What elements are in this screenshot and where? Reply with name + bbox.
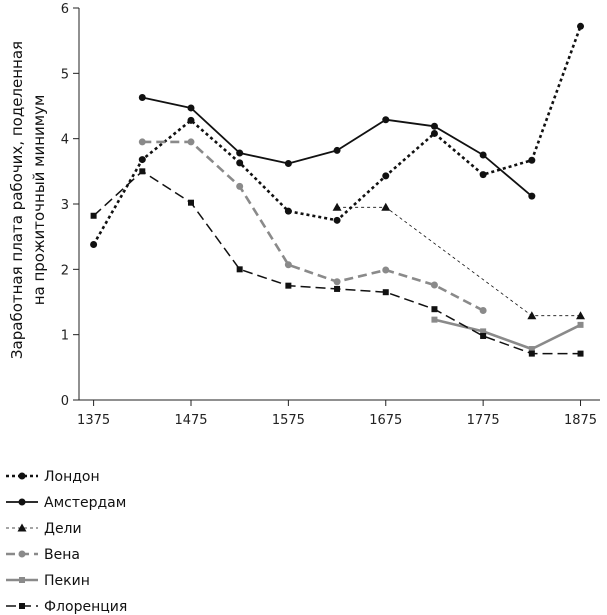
data-point xyxy=(187,116,195,124)
data-point xyxy=(480,328,487,335)
data-point xyxy=(284,207,292,215)
data-point xyxy=(333,278,341,286)
y-tick-label: 1 xyxy=(61,329,69,344)
data-point xyxy=(236,266,243,273)
legend-item: Дели xyxy=(6,521,82,537)
series-1 xyxy=(90,22,585,249)
data-point xyxy=(284,159,292,167)
data-point xyxy=(138,138,146,146)
y-axis-title-line-2: на прожиточный минимум xyxy=(30,95,48,306)
data-point xyxy=(187,104,195,112)
data-point xyxy=(479,171,487,179)
data-point xyxy=(479,306,487,314)
x-tick-label: 1375 xyxy=(77,413,110,428)
series-3 xyxy=(332,202,586,320)
data-point xyxy=(430,122,438,130)
legend: Лондон Амстердам Дели Вена Пекин Флоренция xyxy=(6,469,127,615)
legend-label: Амстердам xyxy=(44,495,126,511)
legend-label: Вена xyxy=(44,547,80,563)
legend-marker xyxy=(18,498,26,506)
data-point xyxy=(431,316,438,323)
data-point xyxy=(382,266,390,274)
legend-item: Флоренция xyxy=(6,599,127,615)
data-point xyxy=(528,346,535,353)
legend-marker xyxy=(19,603,25,609)
legend-label: Дели xyxy=(44,521,82,537)
legend-label: Флоренция xyxy=(44,599,127,615)
y-tick-label: 6 xyxy=(61,2,69,17)
data-point xyxy=(333,146,341,154)
y-tick-label: 3 xyxy=(61,198,69,213)
y-tick-label: 4 xyxy=(61,133,69,148)
series-line xyxy=(142,96,533,197)
series-line xyxy=(142,140,484,312)
data-point xyxy=(381,202,391,211)
legend-item: Амстердам xyxy=(6,495,126,511)
x-tick-label: 1575 xyxy=(272,413,305,428)
series-line xyxy=(92,25,582,246)
legend-item: Пекин xyxy=(6,573,90,589)
legend-label: Лондон xyxy=(44,469,100,485)
data-point xyxy=(90,241,98,249)
y-tick-label: 2 xyxy=(61,263,69,278)
data-point xyxy=(528,350,535,357)
series-line xyxy=(93,170,581,355)
data-point xyxy=(332,202,342,211)
series-2 xyxy=(138,94,536,200)
legend-marker xyxy=(17,523,27,532)
data-point xyxy=(382,116,390,124)
series-layer xyxy=(90,22,586,357)
data-point xyxy=(382,289,389,296)
series-6 xyxy=(90,168,584,357)
data-point xyxy=(187,138,195,146)
data-point xyxy=(334,285,341,292)
legend-label: Пекин xyxy=(44,573,90,589)
y-axis-title: Заработная плата рабочих, поделенная на … xyxy=(8,41,48,359)
data-point xyxy=(431,306,438,313)
y-axis-title-line-1: Заработная плата рабочих, поделенная xyxy=(8,41,26,359)
data-point xyxy=(527,311,537,320)
legend-item: Лондон xyxy=(6,469,100,485)
series-4 xyxy=(138,138,487,314)
legend-marker xyxy=(18,472,26,480)
data-point xyxy=(382,172,390,180)
legend-marker xyxy=(19,577,25,583)
data-point xyxy=(236,159,244,167)
data-point xyxy=(479,151,487,159)
data-point xyxy=(430,129,438,137)
series-5 xyxy=(431,316,584,353)
data-point xyxy=(528,192,536,200)
series-line xyxy=(337,206,581,317)
data-point xyxy=(187,199,194,206)
data-point xyxy=(577,321,584,328)
data-point xyxy=(576,311,586,320)
data-point xyxy=(236,149,244,157)
data-point xyxy=(430,281,438,289)
data-point xyxy=(528,156,536,164)
data-point xyxy=(90,212,97,219)
x-tick-label: 1675 xyxy=(369,413,402,428)
legend-item: Вена xyxy=(6,547,80,563)
data-point xyxy=(333,216,341,224)
y-tick-label: 0 xyxy=(61,394,69,409)
data-point xyxy=(139,168,146,175)
series-line xyxy=(434,318,582,351)
x-tick-label: 1775 xyxy=(467,413,500,428)
data-point xyxy=(138,94,146,102)
axes: 0 1 2 3 4 5 6 1375 1475 1575 1675 1775 1875 xyxy=(61,2,600,428)
legend-marker xyxy=(18,550,26,558)
data-point xyxy=(577,22,585,30)
x-tick-label: 1475 xyxy=(174,413,207,428)
data-point xyxy=(284,261,292,269)
x-tick-label: 1875 xyxy=(564,413,597,428)
y-tick-label: 5 xyxy=(61,67,69,82)
data-point xyxy=(480,332,487,339)
data-point xyxy=(236,182,244,190)
data-point xyxy=(577,350,584,357)
data-point xyxy=(285,282,292,289)
data-point xyxy=(138,156,146,164)
